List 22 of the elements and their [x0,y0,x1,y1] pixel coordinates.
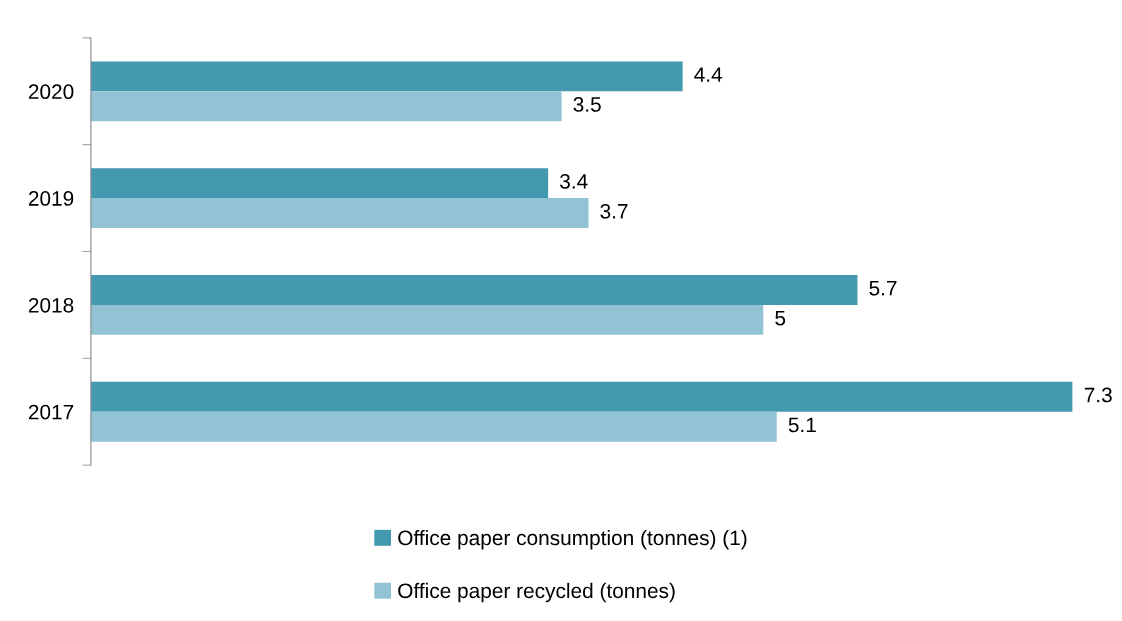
data-label: 5.7 [869,281,897,296]
y-tick-label: 2019 [28,191,74,206]
data-label: 3.4 [560,173,588,189]
data-label: 7.3 [1084,387,1112,403]
bar [90,275,858,305]
data-label: 3.7 [600,203,628,219]
bar [90,381,1073,412]
y-tick-label: 2020 [28,84,74,100]
data-label: 5 [775,310,786,326]
bar [90,61,683,92]
legend-label: Office paper recycled (tonnes) [398,582,675,603]
data-label: 5.1 [788,417,816,433]
data-label: 4.4 [694,67,723,82]
legend-label: Office paper consumption (tonnes) (1) [398,529,747,550]
bar [90,411,777,442]
bar [90,91,562,122]
bar [90,168,549,199]
y-tick-label: 2017 [28,404,74,420]
y-tick-label: 2018 [28,297,74,313]
bar [90,304,764,335]
bar [90,198,589,229]
data-label: 3.5 [573,97,601,112]
